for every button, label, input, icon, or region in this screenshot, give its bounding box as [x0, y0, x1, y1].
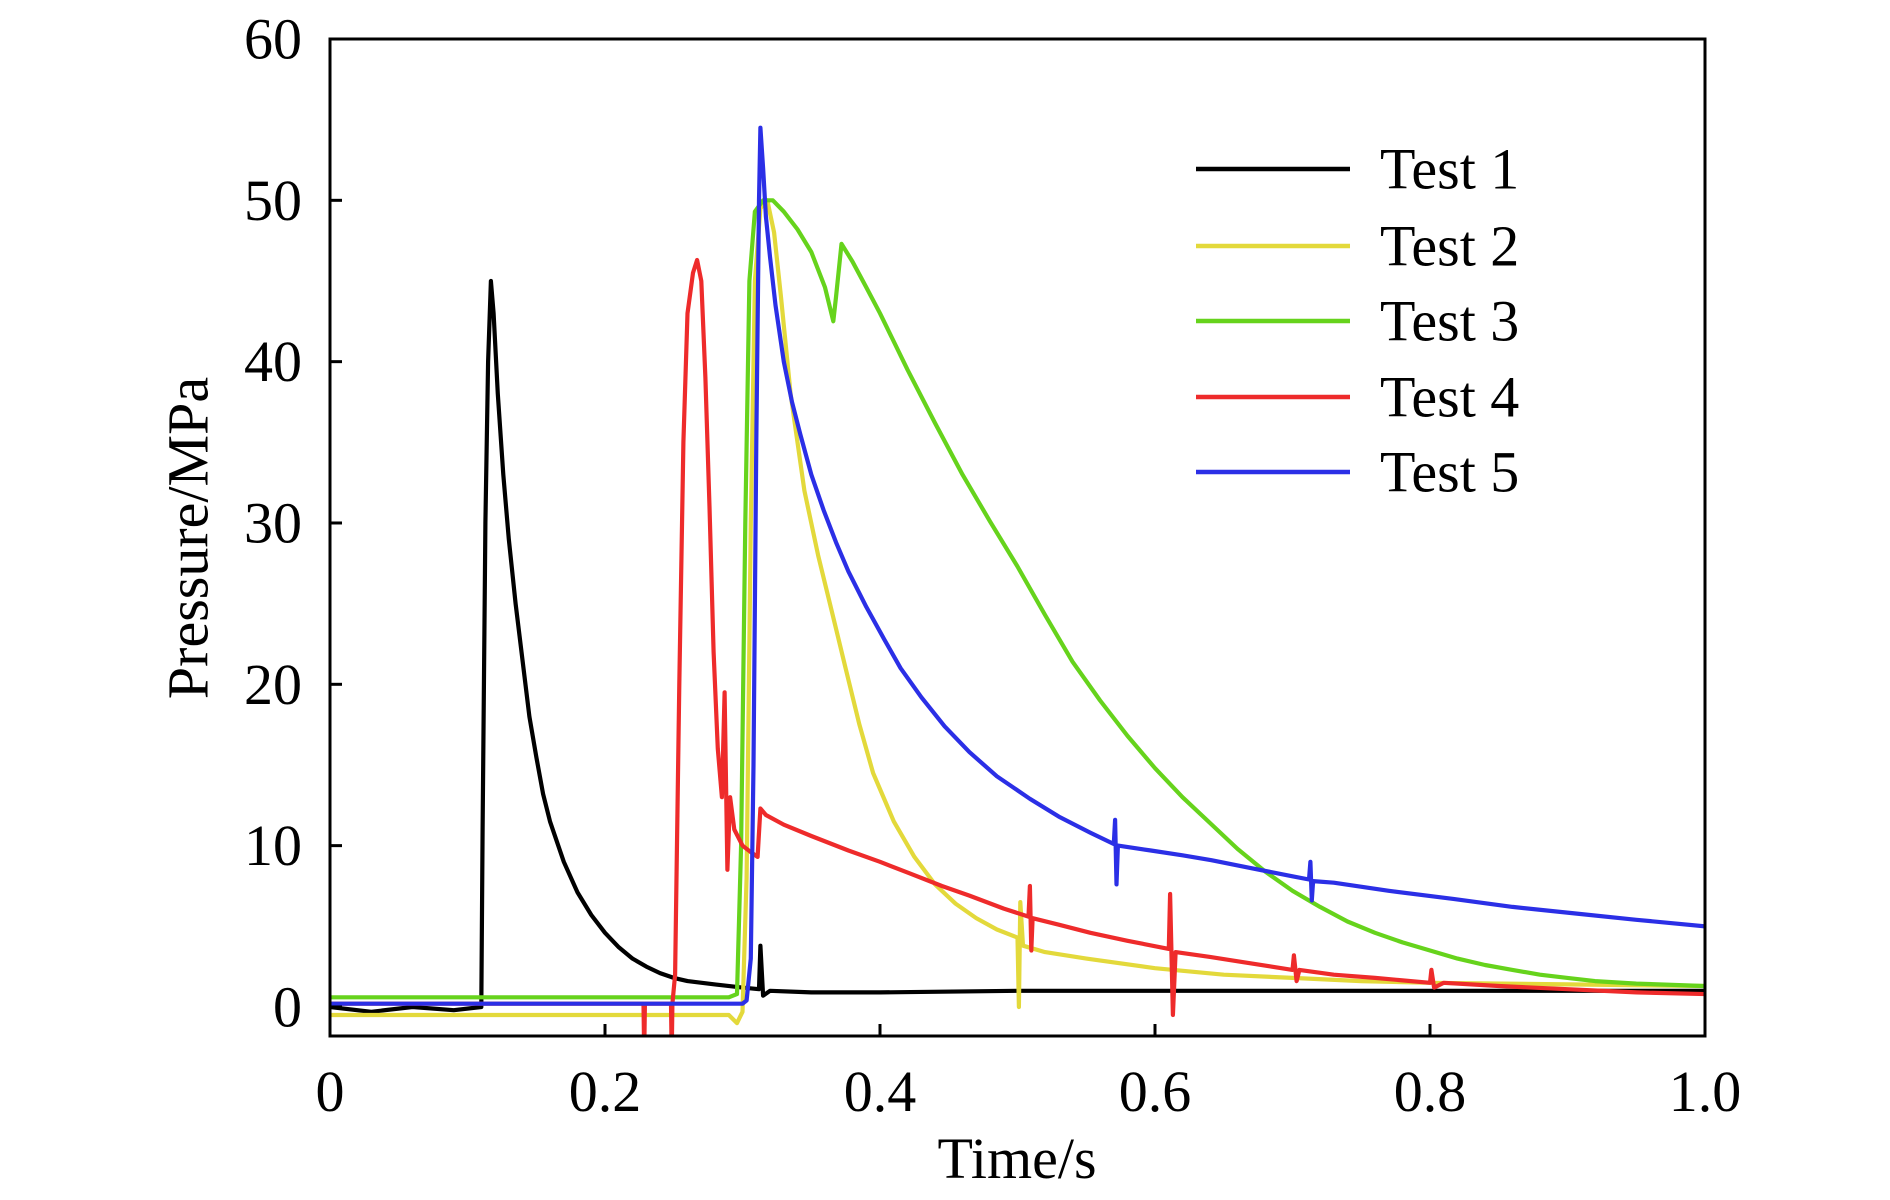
- y-tick-label: 30: [244, 490, 302, 555]
- x-axis-label: Time/s: [937, 1126, 1096, 1191]
- series-line-test-3: [331, 198, 1704, 1000]
- series-line-test-1: [331, 278, 1704, 1014]
- legend-label: Test 5: [1380, 440, 1519, 505]
- x-tick-label: 0.4: [844, 1059, 917, 1124]
- x-tick-label: 1.0: [1669, 1059, 1742, 1124]
- legend-entry-test-3: Test 3: [1196, 289, 1519, 354]
- x-tick-label: 0.2: [569, 1059, 642, 1124]
- y-tick-label: 10: [244, 813, 302, 878]
- x-tick-label: 0: [316, 1059, 345, 1124]
- series-line-test-5: [331, 125, 1704, 1006]
- legend-entry-test-5: Test 5: [1196, 440, 1519, 505]
- series-line-test-4: [331, 257, 1704, 1035]
- series-line-test-2: [331, 198, 1704, 1026]
- y-tick-label: 60: [244, 7, 302, 72]
- plot-frame: [328, 37, 1707, 1038]
- legend-entry-test-1: Test 1: [1196, 137, 1519, 202]
- legend: Test 1 Test 2 Test 3 Test 4 Test 5: [1196, 137, 1519, 505]
- x-tick-label: 0.8: [1394, 1059, 1467, 1124]
- y-tick-label: 0: [273, 974, 302, 1039]
- legend-entry-test-4: Test 4: [1196, 365, 1519, 430]
- y-tick-label: 50: [244, 168, 302, 233]
- legend-label: Test 3: [1380, 289, 1519, 354]
- series-layer: [331, 125, 1704, 1035]
- y-tick-label: 40: [244, 329, 302, 394]
- legend-entry-test-2: Test 2: [1196, 214, 1519, 279]
- x-tick-label: 0.6: [1119, 1059, 1192, 1124]
- y-tick-label: 20: [244, 652, 302, 717]
- axes-layer: 0 0.2 0.4 0.6 0.8 1.0 0 10 20 30 40 50 60: [244, 7, 1741, 1125]
- legend-label: Test 4: [1380, 365, 1519, 430]
- legend-label: Test 1: [1380, 137, 1519, 202]
- legend-label: Test 2: [1380, 214, 1519, 279]
- y-axis-label: Pressure/MPa: [156, 377, 221, 699]
